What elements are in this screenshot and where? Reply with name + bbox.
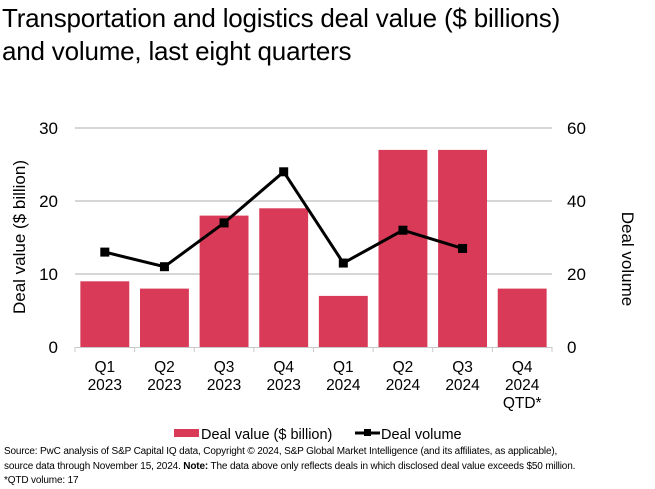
chart-title-line-2: and volume, last eight quarters [2,36,352,66]
x-tick-label-line: Q3 [452,359,473,376]
x-tick-label-line: 2023 [147,377,181,394]
bar [199,215,249,347]
x-tick-label: Q3 2023 [207,359,241,394]
source-line-2-post: The data above only reflects deals in wh… [208,460,576,472]
x-tick-label: Q3 2024 [445,359,480,394]
left-y-axis-ticks: 0 10 20 30 [39,119,58,357]
y2-tick-label: 0 [567,338,576,357]
source-note: Source: PwC analysis of S&P Capital IQ d… [4,445,575,489]
volume-marker [219,218,229,228]
legend-swatch-deal-volume-marker [364,429,371,436]
source-line-1: Source: PwC analysis of S&P Capital IQ d… [4,446,558,457]
x-tick-label-line: Q1 [94,359,115,376]
x-tick-label-line: 2024 [326,377,361,394]
x-tick-label-line: Q1 [333,359,354,376]
y2-tick-label: 20 [567,265,586,284]
x-tick-label-line: 2024 [386,377,421,394]
x-tick-label-line: 2024 [445,377,480,394]
x-tick-label-line: 2023 [266,377,300,394]
bar [80,281,130,347]
right-y-axis-ticks: 0 20 40 60 [567,119,586,357]
y2-tick-label: 60 [567,119,586,138]
volume-marker [159,262,169,272]
source-line-2-pre: source data through November 15, 2024. [4,460,184,472]
bar [139,288,189,347]
source-line-2: source data through November 15, 2024. N… [4,460,575,475]
chart-title-line-1: Transportation and logistics deal value … [2,3,561,33]
y2-tick-label: 40 [567,192,586,211]
note-label: Note: [183,460,209,472]
y-tick-label: 30 [39,119,58,138]
bar [259,208,309,347]
right-y-axis-title: Deal volume [618,212,637,307]
volume-marker [100,247,110,257]
chart-title: Transportation and logistics deal value … [2,2,560,68]
x-tick-label-line: Q4 [273,359,294,376]
volume-marker [338,258,348,268]
bar [497,288,547,347]
x-axis [74,347,553,352]
x-tick-label-line: Q3 [214,359,235,376]
y-tick-label: 10 [39,265,58,284]
volume-marker [279,167,289,177]
x-tick-label-line: 2023 [207,377,241,394]
x-tick-label: Q4 2023 [266,359,300,394]
y-tick-label: 20 [39,192,58,211]
bar [378,149,428,347]
line-series-deal-volume [100,167,468,272]
x-tick-label: Q4 2024 QTD* [503,359,542,412]
x-tick-label: Q1 2024 [326,359,361,394]
legend: Deal value ($ billion) Deal volume [174,427,462,443]
x-tick-label-line: 2023 [88,377,122,394]
x-tick-label-line: Q2 [154,359,175,376]
left-y-axis-title: Deal value ($ billion) [10,160,29,314]
x-tick-label-line: Q2 [393,359,414,376]
volume-marker [398,225,408,235]
qtd-footnote: *QTD volume: 17 [4,475,79,486]
x-tick-label: Q2 2023 [147,359,181,394]
legend-label-deal-volume: Deal volume [381,427,462,443]
legend-swatch-deal-value [174,429,199,437]
x-tick-label-line: QTD* [503,395,542,412]
x-tick-label: Q1 2023 [88,359,122,394]
x-tick-label-line: Q4 [512,359,533,376]
x-tick-label: Q2 2024 [386,359,421,394]
legend-label-deal-value: Deal value ($ billion) [201,427,332,443]
y-tick-label: 0 [49,338,58,357]
volume-marker [458,243,468,253]
bar-series-deal-value [80,149,547,347]
bar [318,295,368,347]
x-tick-label-line: 2024 [505,377,540,394]
